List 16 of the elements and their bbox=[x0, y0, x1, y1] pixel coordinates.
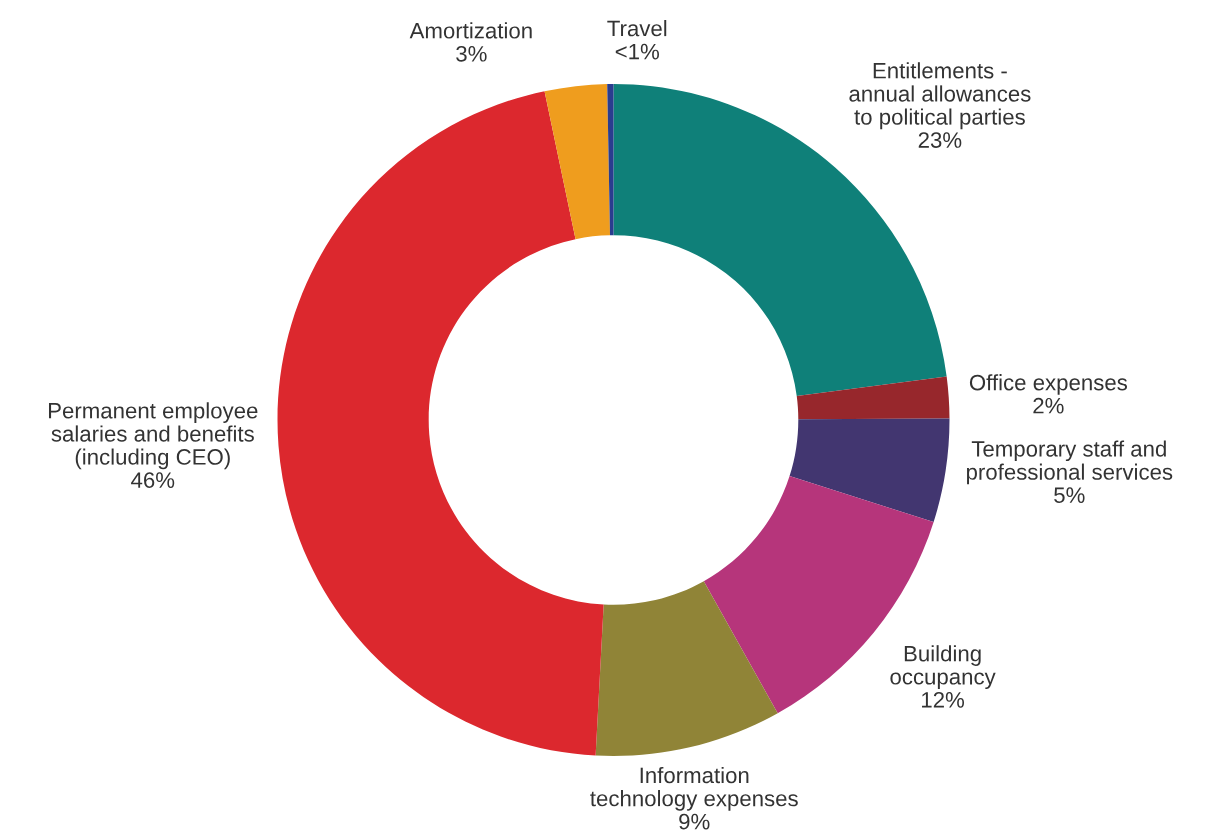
slice-label: Information technology expenses bbox=[590, 766, 798, 811]
slice-label: Entitlements - annual allowances to political parties bbox=[849, 62, 1031, 130]
slice-label: Temporary staff and professional services bbox=[966, 440, 1173, 485]
data-label: 23% bbox=[918, 132, 962, 148]
data-label: <1% bbox=[615, 43, 659, 60]
data-label: 2% bbox=[1033, 397, 1064, 414]
data-label: 3% bbox=[456, 45, 487, 62]
data-label: 12% bbox=[922, 692, 965, 708]
data-label: 9% bbox=[679, 813, 710, 830]
data-label: 46% bbox=[131, 472, 175, 488]
slice-label: Office expenses bbox=[969, 374, 1127, 395]
data-label: 5% bbox=[1054, 487, 1085, 503]
slice-label: Building occupancy bbox=[890, 645, 996, 690]
slice-label: Travel bbox=[607, 20, 667, 37]
slice-label: Permanent employee salaries and benefits (including CEO) bbox=[49, 402, 258, 470]
slice-label: Amortization bbox=[409, 22, 532, 39]
